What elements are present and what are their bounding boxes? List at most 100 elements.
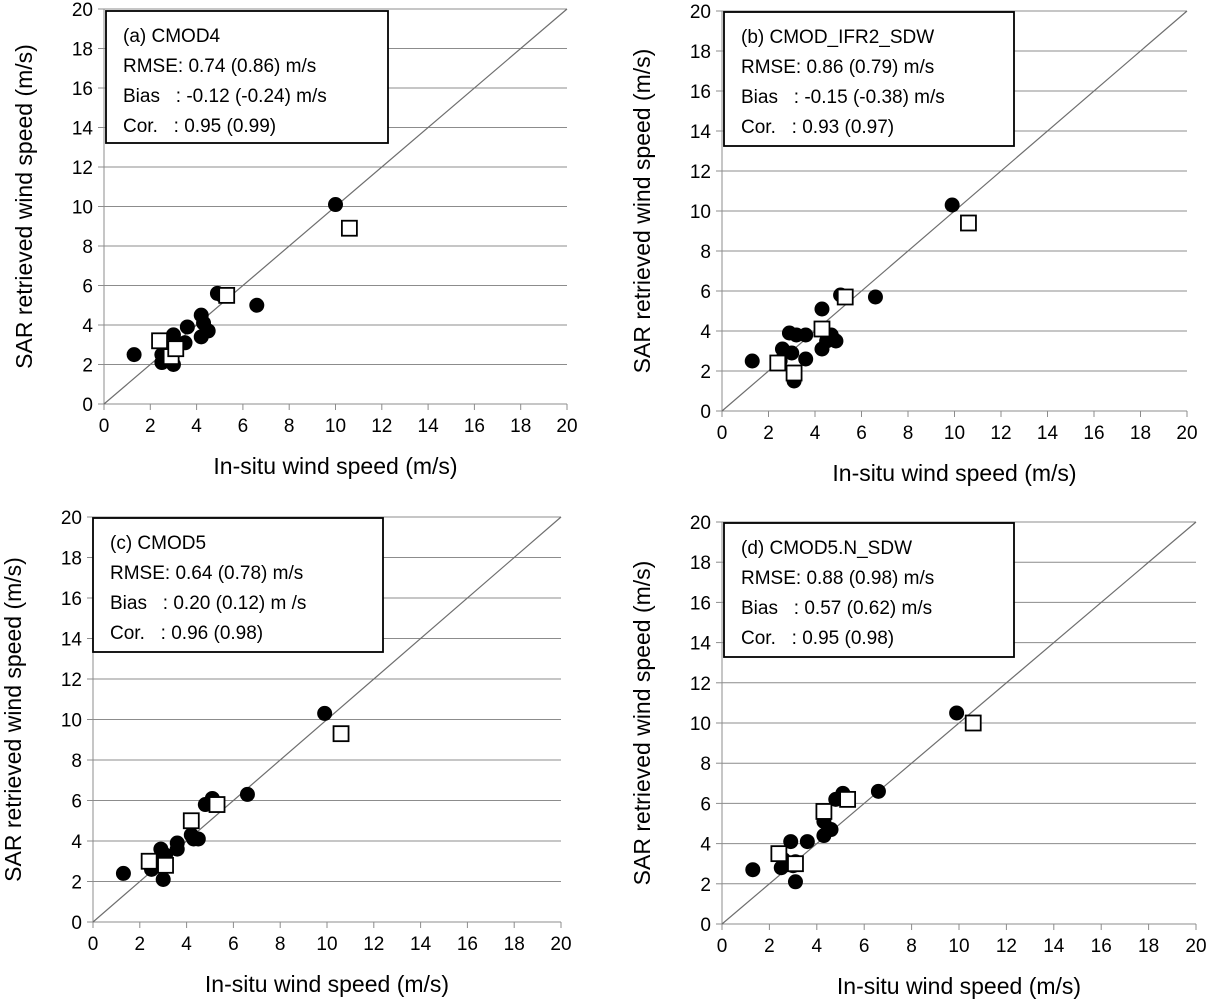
- data-point-circle: [798, 327, 814, 343]
- data-point-circle: [115, 865, 131, 881]
- x-tick-label: 10: [944, 423, 965, 444]
- x-axis-title: In-situ wind speed (m/s): [837, 973, 1081, 999]
- y-tick-label: 12: [72, 158, 93, 179]
- x-tick-label: 12: [996, 936, 1017, 957]
- x-tick-label: 18: [504, 934, 525, 955]
- x-tick-label: 10: [316, 934, 337, 955]
- x-tick-label: 14: [1043, 936, 1065, 957]
- y-tick-label: 18: [690, 42, 711, 63]
- data-point-square: [151, 332, 168, 350]
- y-tick-label: 14: [61, 630, 83, 651]
- x-tick-label: 2: [135, 934, 146, 955]
- scatter-panel: 0 2 4 6 8 10 12 14 16 18 20 0 2 4 6 8 10 12 14 16 18 20 In-sit…: [629, 513, 1207, 999]
- y-tick-label: 16: [690, 82, 711, 103]
- scatter-panel: 0 2 4 6 8 10 12 14 16 18 20 0 2 4 6 8 10 12 14 16 18 20 In-sit…: [629, 2, 1198, 486]
- data-point-square: [769, 354, 787, 372]
- x-tick-label: 2: [145, 416, 156, 437]
- data-point-circle: [798, 351, 814, 367]
- x-tick-label: 6: [228, 934, 239, 955]
- data-point-square: [960, 214, 977, 232]
- x-tick-label: 20: [1185, 936, 1206, 957]
- data-point-circle: [944, 197, 960, 213]
- data-point-circle: [745, 862, 761, 878]
- stats-rmse: RMSE: 0.88 (0.98) m/s: [741, 568, 934, 589]
- x-tick-label: 4: [191, 416, 202, 437]
- data-point-square: [836, 288, 854, 306]
- x-tick-label: 20: [550, 934, 571, 955]
- y-tick-label: 4: [700, 835, 711, 856]
- x-tick-label: 20: [556, 416, 577, 437]
- y-axis-title: SAR retrieved wind speed (m/s): [11, 44, 37, 369]
- x-tick-label: 16: [457, 934, 478, 955]
- stats-correlation: Cor. : 0.96 (0.98): [110, 623, 263, 644]
- y-tick-label: 8: [71, 751, 82, 772]
- data-point-square: [182, 812, 200, 830]
- x-tick-label: 18: [1138, 936, 1159, 957]
- title: (a) CMOD4: [123, 26, 221, 47]
- x-tick-label: 12: [990, 423, 1011, 444]
- data-point-circle: [155, 871, 171, 887]
- data-point-square: [340, 219, 358, 237]
- stats-box: [723, 522, 1015, 658]
- y-tick-label: 14: [72, 119, 94, 140]
- y-tick-label: 4: [82, 316, 93, 337]
- stats-bias: Bias : 0.20 (0.12) m /s: [110, 593, 306, 614]
- y-tick-label: 14: [690, 634, 712, 655]
- data-point-circle: [870, 783, 886, 799]
- y-tick-label: 18: [72, 40, 93, 61]
- y-tick-label: 8: [700, 242, 711, 263]
- data-point-circle: [169, 835, 185, 851]
- y-tick-label: 20: [690, 2, 711, 23]
- data-point-circle: [249, 297, 265, 313]
- data-point-circle: [126, 347, 142, 363]
- stats-rmse: RMSE: 0.74 (0.86) m/s: [123, 56, 316, 77]
- stats-correlation: Cor. : 0.95 (0.98): [741, 628, 894, 649]
- x-tick-label: 18: [510, 416, 531, 437]
- x-tick-label: 4: [181, 934, 192, 955]
- y-tick-label: 16: [690, 593, 711, 614]
- y-tick-label: 12: [690, 674, 711, 695]
- y-tick-label: 4: [700, 322, 711, 343]
- data-point-circle: [814, 301, 830, 317]
- data-point-square: [964, 714, 982, 732]
- x-tick-label: 14: [418, 416, 440, 437]
- x-tick-label: 8: [903, 423, 914, 444]
- x-tick-label: 0: [717, 936, 728, 957]
- x-tick-label: 8: [275, 934, 286, 955]
- y-tick-label: 14: [690, 122, 712, 143]
- y-tick-label: 10: [61, 711, 82, 732]
- y-tick-label: 8: [700, 754, 711, 775]
- x-tick-label: 12: [371, 416, 392, 437]
- x-tick-label: 4: [812, 936, 823, 957]
- series-squares: [770, 714, 982, 873]
- data-point-circle: [787, 874, 803, 890]
- y-tick-label: 0: [700, 402, 711, 423]
- y-tick-label: 12: [61, 670, 82, 691]
- y-tick-label: 10: [72, 198, 93, 219]
- data-point-square: [787, 855, 804, 873]
- x-tick-label: 0: [99, 416, 110, 437]
- x-tick-label: 4: [810, 423, 821, 444]
- data-point-square: [785, 364, 803, 382]
- stats-correlation: Cor. : 0.95 (0.99): [123, 116, 276, 137]
- y-axis-title: SAR retrieved wind speed (m/s): [629, 49, 655, 374]
- x-axis-title: In-situ wind speed (m/s): [832, 460, 1076, 486]
- data-point-square: [839, 790, 857, 808]
- stats-bias: Bias : -0.15 (-0.38) m/s: [741, 87, 945, 108]
- y-tick-label: 2: [700, 362, 711, 383]
- x-tick-label: 16: [464, 416, 485, 437]
- stats-correlation: Cor. : 0.93 (0.97): [741, 117, 894, 138]
- data-point-circle: [799, 834, 815, 850]
- x-tick-label: 0: [717, 423, 728, 444]
- stats-bias: Bias : 0.57 (0.62) m/s: [741, 598, 932, 619]
- x-tick-label: 6: [238, 416, 249, 437]
- x-tick-label: 6: [859, 936, 870, 957]
- y-axis-title: SAR retrieved wind speed (m/s): [0, 557, 26, 882]
- data-point-circle: [200, 323, 216, 339]
- data-point-square: [208, 796, 226, 813]
- stats-box: [723, 11, 1015, 147]
- series-squares: [151, 219, 358, 366]
- x-axis-title: In-situ wind speed (m/s): [205, 971, 449, 997]
- x-tick-label: 2: [764, 936, 775, 957]
- data-point-circle: [867, 289, 883, 305]
